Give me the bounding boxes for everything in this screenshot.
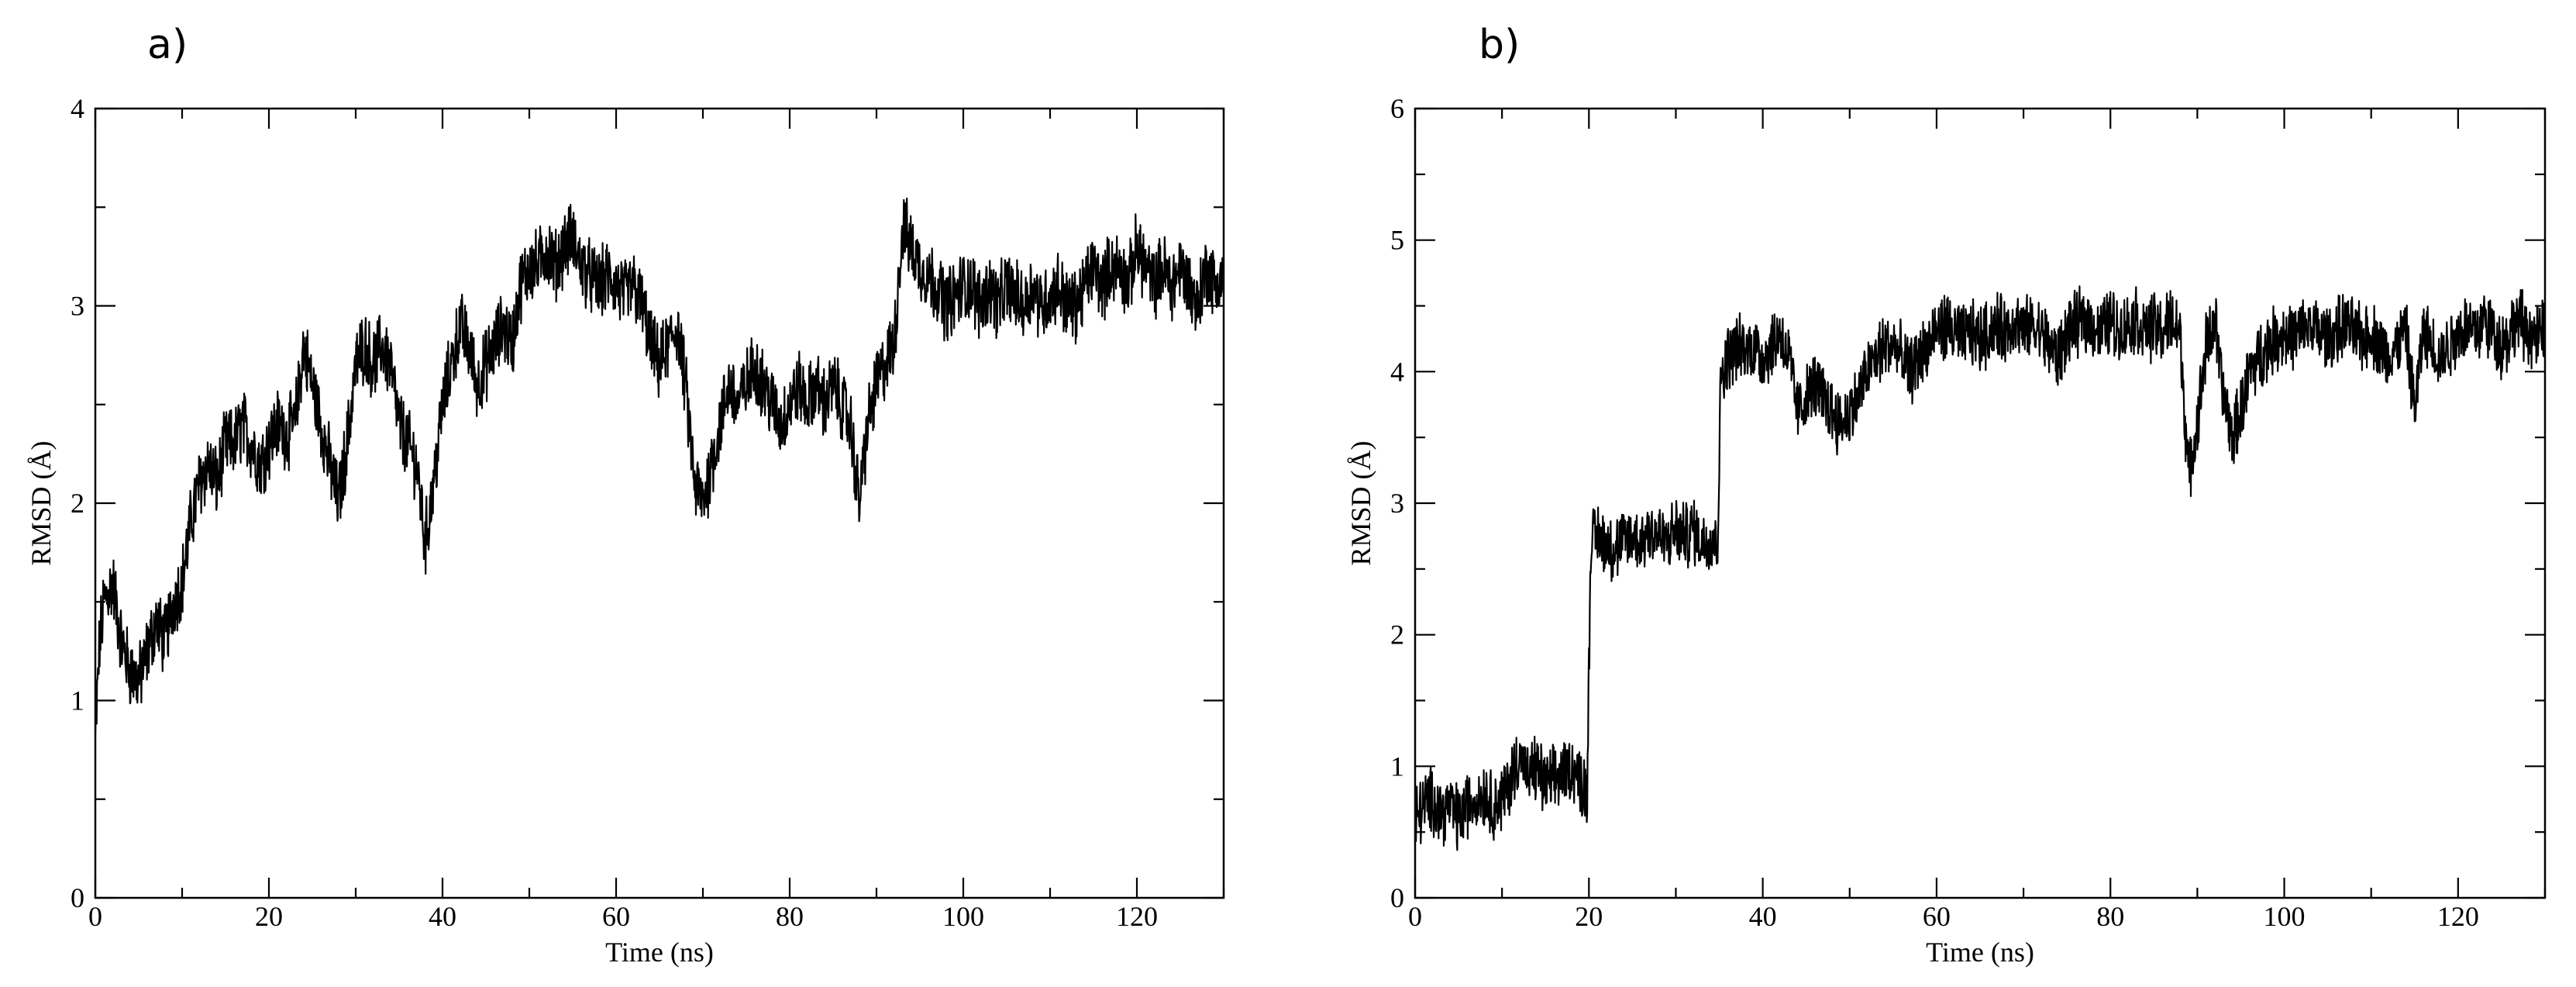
panel-a-series-layer (94, 197, 1225, 734)
rmsd-series-line (1414, 285, 2547, 851)
panel-b-tick-labels: 0 20 40 60 80 100 120 0 1 2 3 4 5 6 (1390, 93, 2479, 932)
x-tick-label: 0 (1408, 901, 1422, 932)
x-tick-label: 40 (429, 901, 456, 932)
x-tick-label: 120 (1116, 901, 1158, 932)
x-tick-label: 20 (1575, 901, 1603, 932)
x-tick-label: 100 (942, 901, 984, 932)
panel-a-ticks (94, 107, 1225, 899)
rmsd-series-line (94, 197, 1225, 734)
panel-b-series-layer (1414, 285, 2547, 851)
y-tick-label: 2 (1390, 619, 1404, 651)
y-tick-label: 4 (71, 93, 84, 124)
panel-a-ylabel: RMSD (Å) (26, 440, 57, 565)
panel-a-xlabel: Time (ns) (605, 937, 714, 968)
panel-a-letter: a) (147, 22, 188, 68)
y-tick-label: 3 (1390, 488, 1404, 519)
y-tick-label: 5 (1390, 225, 1404, 256)
panel-b-ticks (1414, 107, 2547, 899)
panel-b-ylabel: RMSD (Å) (1345, 440, 1376, 565)
panel-a-plot-frame (94, 107, 1225, 899)
y-tick-label: 6 (1390, 93, 1404, 124)
x-tick-label: 60 (1923, 901, 1951, 932)
x-tick-label: 20 (255, 901, 283, 932)
panel-b: b) 0 20 40 60 80 100 120 0 1 2 3 4 5 6 Time (ns) RMSD… (1345, 22, 2547, 968)
y-tick-label: 3 (71, 291, 84, 322)
panel-b-letter: b) (1479, 22, 1520, 68)
y-tick-label: 1 (1390, 751, 1404, 782)
panel-b-xlabel: Time (ns) (1926, 937, 2034, 968)
x-tick-label: 60 (602, 901, 630, 932)
x-tick-label: 100 (2264, 901, 2306, 932)
y-tick-label: 0 (71, 882, 84, 913)
y-tick-label: 4 (1390, 356, 1404, 387)
y-tick-label: 1 (71, 685, 84, 716)
x-tick-label: 80 (776, 901, 804, 932)
x-tick-label: 40 (1749, 901, 1777, 932)
panel-a: a) 0 20 40 60 80 100 120 0 1 2 3 4 Time (ns) RMSD (… (26, 22, 1225, 968)
x-tick-label: 80 (2096, 901, 2124, 932)
x-tick-label: 0 (88, 901, 102, 932)
x-tick-label: 120 (2437, 901, 2479, 932)
y-tick-label: 2 (71, 488, 84, 519)
y-tick-label: 0 (1390, 882, 1404, 913)
panel-a-tick-labels: 0 20 40 60 80 100 120 0 1 2 3 4 (71, 93, 1158, 932)
